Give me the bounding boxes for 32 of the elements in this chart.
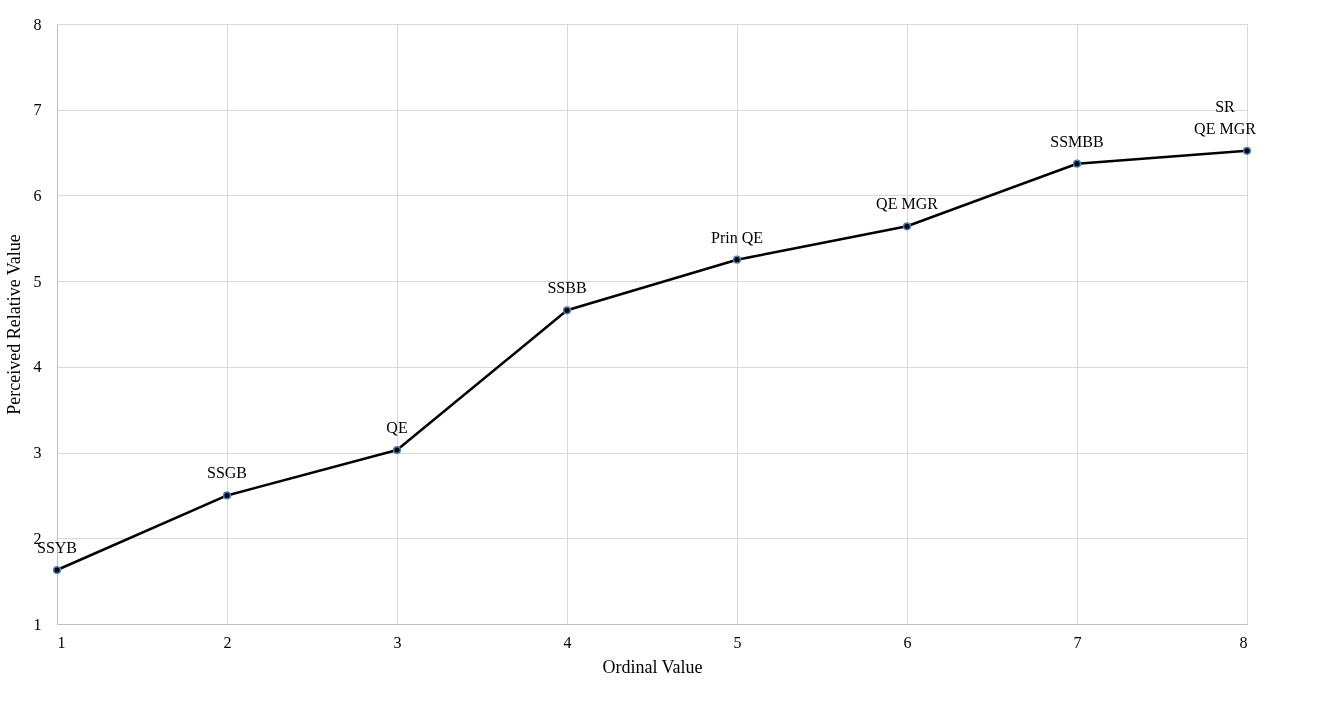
y-tick-label: 7 — [33, 101, 42, 119]
annotation: QE MGR — [876, 195, 939, 213]
y-tick-label: 4 — [33, 358, 42, 376]
y-tick-label: 5 — [33, 272, 42, 290]
annotation: QE — [386, 419, 408, 436]
annotation: SSBB — [547, 279, 587, 297]
x-tick-label: 6 — [903, 633, 912, 651]
y-tick-label: 1 — [33, 615, 42, 633]
point — [902, 222, 912, 231]
y-tick-label: 3 — [33, 444, 42, 462]
annotation: Prin QE — [711, 228, 763, 246]
annotation: SSGB — [206, 464, 248, 482]
x-tick-label: 1 — [57, 633, 66, 651]
point — [1072, 159, 1082, 168]
x-tick-label: 5 — [733, 633, 742, 651]
annotation: SR QE MGR — [1194, 97, 1257, 137]
x-tick-label: 4 — [563, 633, 572, 651]
x-tick-label: 3 — [393, 633, 402, 651]
point — [52, 565, 62, 575]
point — [732, 255, 742, 264]
point — [562, 306, 572, 315]
point — [392, 445, 402, 455]
x-tick-label: 8 — [1239, 633, 1248, 651]
x-tick-label: 2 — [223, 633, 232, 651]
y-axis-title: Perceived Relative Value — [3, 234, 24, 415]
y-tick-label: 8 — [33, 15, 42, 33]
annotation: SSMBB — [1050, 132, 1104, 150]
point — [1242, 146, 1252, 155]
y-tick-label: 6 — [33, 186, 42, 204]
x-axis-title: Ordinal Value — [602, 656, 703, 677]
point — [222, 491, 232, 500]
x-tick-label: 7 — [1073, 633, 1082, 651]
